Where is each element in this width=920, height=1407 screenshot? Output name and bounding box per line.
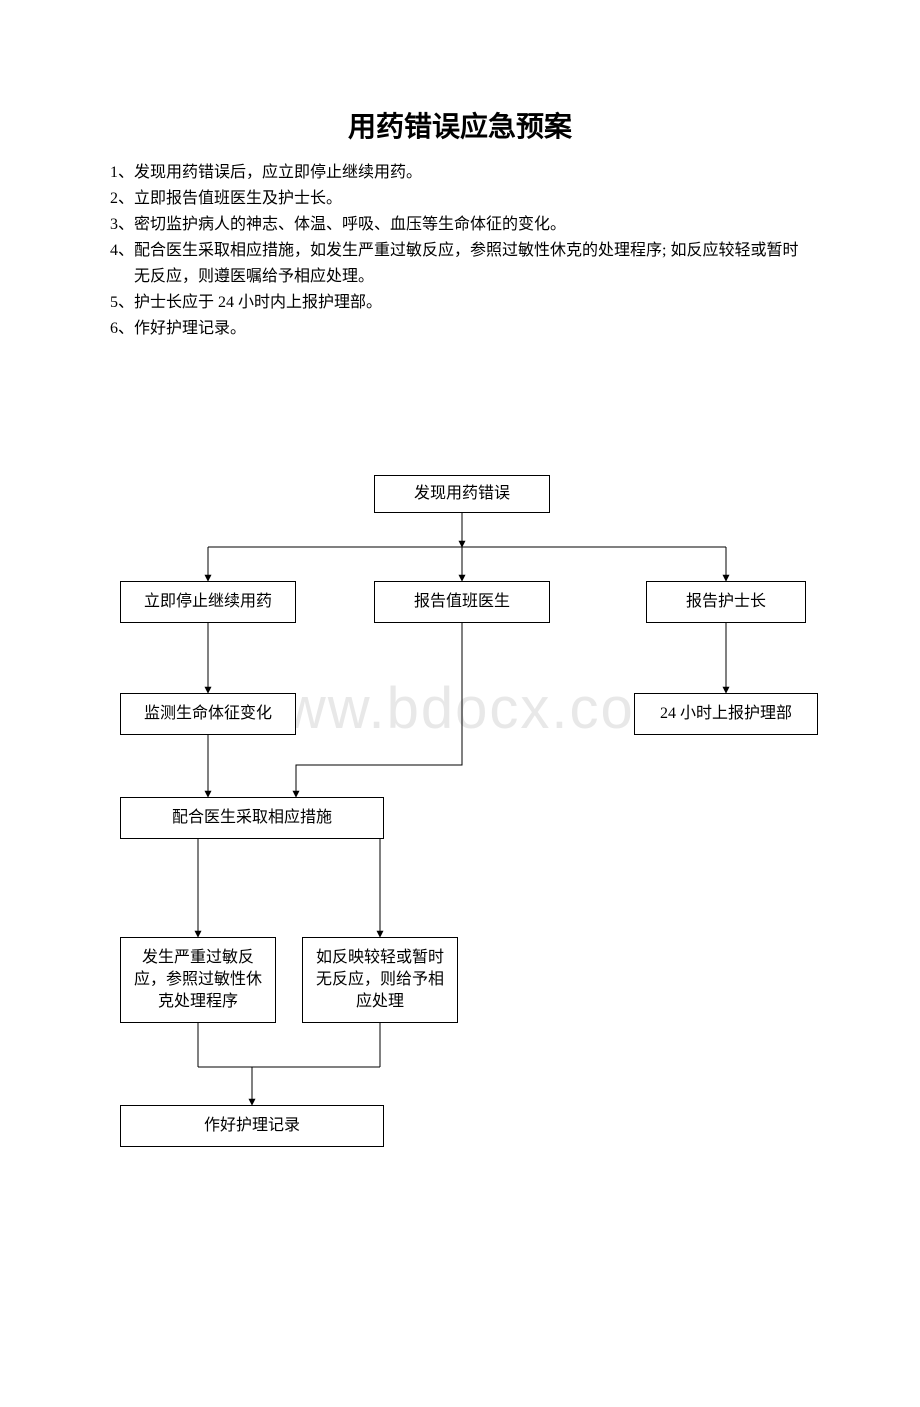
list-num: 6、	[110, 316, 134, 342]
list-text: 配合医生采取相应措施，如发生严重过敏反应，参照过敏性休克的处理程序; 如反应较轻…	[134, 238, 810, 290]
list-num: 1、	[110, 160, 134, 186]
list-num: 4、	[110, 238, 134, 290]
flowchart-node: 如反映较轻或暂时无反应，则给予相应处理	[302, 937, 458, 1023]
flowchart-node: 监测生命体征变化	[120, 693, 296, 735]
flowchart-node: 作好护理记录	[120, 1105, 384, 1147]
list-item: 5、护士长应于 24 小时内上报护理部。	[110, 290, 810, 316]
flowchart-node: 配合医生采取相应措施	[120, 797, 384, 839]
list-num: 5、	[110, 290, 134, 316]
flowchart-node: 报告值班医生	[374, 581, 550, 623]
list-item: 1、发现用药错误后，应立即停止继续用药。	[110, 160, 810, 186]
flowchart: www.bdocx.com 发现用药错误立即停止继续用药报告值班医生报告护士长监…	[0, 475, 920, 1195]
list-item: 4、配合医生采取相应措施，如发生严重过敏反应，参照过敏性休克的处理程序; 如反应…	[110, 238, 810, 290]
numbered-list: 1、发现用药错误后，应立即停止继续用药。 2、立即报告值班医生及护士长。 3、密…	[110, 160, 810, 342]
list-text: 立即报告值班医生及护士长。	[134, 186, 810, 212]
list-text: 发现用药错误后，应立即停止继续用药。	[134, 160, 810, 186]
list-text: 密切监护病人的神志、体温、呼吸、血压等生命体征的变化。	[134, 212, 810, 238]
list-text: 护士长应于 24 小时内上报护理部。	[134, 290, 810, 316]
list-item: 3、密切监护病人的神志、体温、呼吸、血压等生命体征的变化。	[110, 212, 810, 238]
flowchart-node: 立即停止继续用药	[120, 581, 296, 623]
flowchart-node: 报告护士长	[646, 581, 806, 623]
flowchart-node: 发生严重过敏反应，参照过敏性休克处理程序	[120, 937, 276, 1023]
list-item: 6、作好护理记录。	[110, 316, 810, 342]
list-text: 作好护理记录。	[134, 316, 810, 342]
page-title: 用药错误应急预案	[0, 105, 920, 145]
flowchart-node: 发现用药错误	[374, 475, 550, 513]
list-item: 2、立即报告值班医生及护士长。	[110, 186, 810, 212]
flowchart-node: 24 小时上报护理部	[634, 693, 818, 735]
list-num: 3、	[110, 212, 134, 238]
list-num: 2、	[110, 186, 134, 212]
